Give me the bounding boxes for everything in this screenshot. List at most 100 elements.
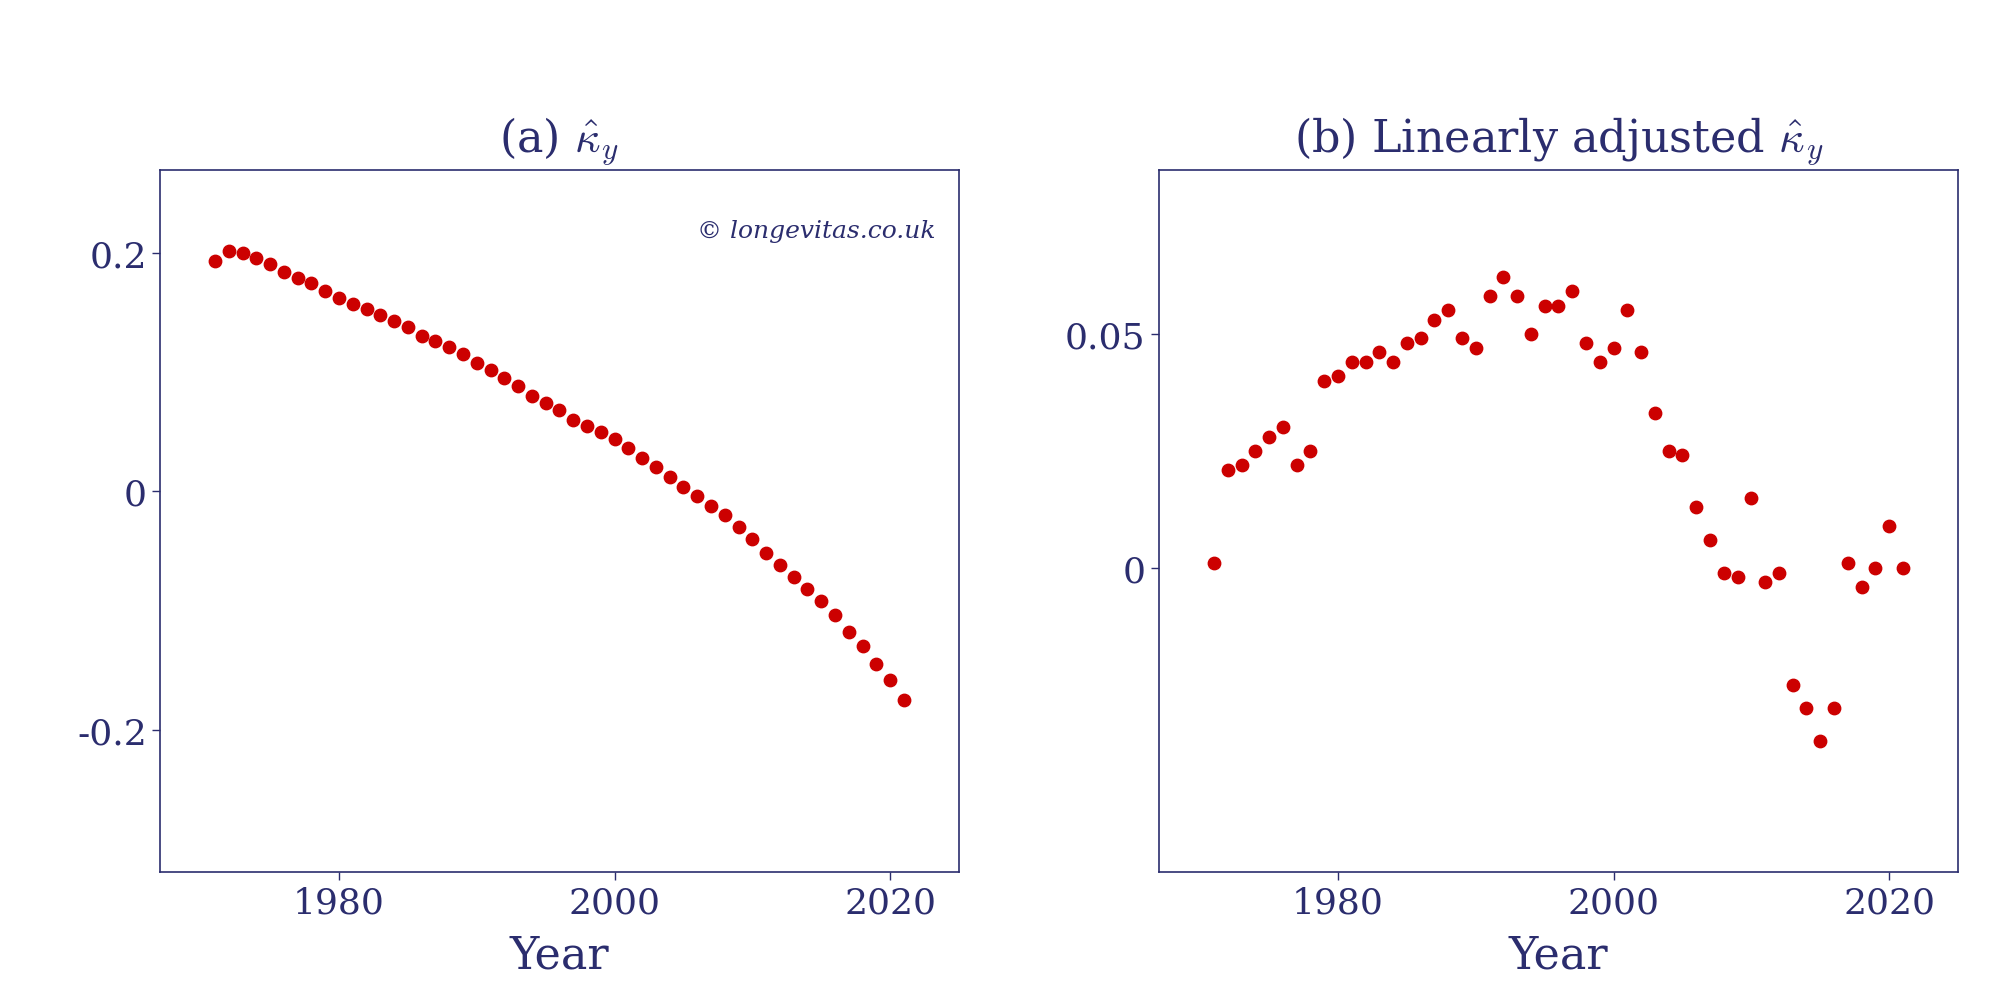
Point bbox=[639, 460, 671, 476]
Point bbox=[709, 508, 741, 524]
Point bbox=[599, 431, 631, 447]
Point bbox=[1556, 284, 1588, 300]
Point bbox=[1886, 561, 1918, 577]
Point bbox=[1514, 326, 1546, 342]
Point bbox=[1337, 354, 1369, 370]
Point bbox=[1638, 406, 1670, 422]
Point bbox=[571, 418, 603, 434]
Point bbox=[1528, 298, 1560, 314]
Point bbox=[1818, 701, 1850, 717]
X-axis label: Year: Year bbox=[509, 934, 609, 977]
Text: © longevitas.co.uk: © longevitas.co.uk bbox=[697, 220, 935, 243]
Point bbox=[1776, 677, 1808, 693]
Point bbox=[1570, 336, 1602, 352]
Point bbox=[1239, 443, 1271, 459]
Point bbox=[667, 479, 699, 495]
Point bbox=[1846, 579, 1878, 595]
Point bbox=[1694, 533, 1726, 549]
Point bbox=[737, 532, 769, 548]
Point bbox=[434, 340, 466, 356]
Point bbox=[488, 371, 519, 387]
Point bbox=[625, 450, 657, 466]
Point bbox=[448, 347, 480, 363]
X-axis label: Year: Year bbox=[1508, 934, 1608, 977]
Point bbox=[1405, 331, 1437, 347]
Point bbox=[1475, 289, 1506, 305]
Point bbox=[653, 469, 685, 485]
Point bbox=[763, 558, 795, 574]
Point bbox=[1461, 340, 1493, 356]
Point bbox=[1584, 354, 1616, 370]
Point bbox=[695, 498, 727, 515]
Point bbox=[1199, 556, 1231, 572]
Point bbox=[1309, 373, 1341, 389]
Point bbox=[1542, 298, 1574, 314]
Point bbox=[1624, 345, 1656, 361]
Point bbox=[1295, 443, 1327, 459]
Point bbox=[543, 403, 575, 419]
Point bbox=[1377, 354, 1409, 370]
Point bbox=[1860, 561, 1892, 577]
Point bbox=[1736, 490, 1768, 507]
Point bbox=[1447, 331, 1479, 347]
Point bbox=[240, 251, 272, 267]
Point bbox=[282, 271, 314, 287]
Point bbox=[1419, 312, 1451, 328]
Point bbox=[611, 441, 643, 457]
Point bbox=[833, 624, 865, 640]
Point bbox=[777, 570, 809, 586]
Title: (b) Linearly adjusted $\hat{\kappa}_y$: (b) Linearly adjusted $\hat{\kappa}_y$ bbox=[1293, 115, 1824, 166]
Point bbox=[557, 412, 589, 428]
Point bbox=[212, 244, 244, 260]
Point bbox=[791, 582, 823, 598]
Point bbox=[1610, 303, 1642, 319]
Point bbox=[476, 362, 507, 378]
Point bbox=[1433, 303, 1465, 319]
Point bbox=[364, 308, 396, 324]
Point bbox=[749, 546, 781, 562]
Point bbox=[200, 254, 232, 270]
Point bbox=[1804, 733, 1836, 749]
Point bbox=[1349, 354, 1381, 370]
Point bbox=[226, 246, 258, 262]
Point bbox=[338, 297, 370, 313]
Point bbox=[310, 284, 342, 300]
Point bbox=[1874, 519, 1906, 535]
Point bbox=[462, 355, 494, 371]
Point bbox=[1225, 457, 1257, 473]
Point bbox=[819, 608, 851, 624]
Point bbox=[268, 265, 300, 281]
Point bbox=[1500, 289, 1532, 305]
Point bbox=[1680, 499, 1712, 516]
Point bbox=[378, 314, 410, 330]
Point bbox=[585, 424, 617, 440]
Point bbox=[1832, 556, 1864, 572]
Point bbox=[324, 291, 356, 307]
Point bbox=[1267, 420, 1299, 436]
Point bbox=[1487, 270, 1518, 286]
Point bbox=[1748, 575, 1780, 591]
Point bbox=[529, 396, 561, 412]
Point bbox=[254, 257, 286, 273]
Point bbox=[1722, 570, 1754, 586]
Point bbox=[1391, 336, 1423, 352]
Point bbox=[1253, 429, 1285, 445]
Point bbox=[1790, 701, 1822, 717]
Point bbox=[1598, 340, 1630, 356]
Point bbox=[723, 520, 755, 536]
Point bbox=[875, 672, 907, 688]
Point bbox=[1323, 368, 1355, 384]
Point bbox=[861, 656, 893, 672]
Point bbox=[1666, 448, 1698, 464]
Point bbox=[1211, 462, 1243, 478]
Point bbox=[1363, 345, 1395, 361]
Point bbox=[1652, 443, 1684, 459]
Point bbox=[296, 276, 328, 292]
Point bbox=[392, 320, 424, 336]
Title: (a) $\hat{\kappa}_y$: (a) $\hat{\kappa}_y$ bbox=[500, 115, 619, 166]
Point bbox=[805, 593, 837, 609]
Point bbox=[515, 388, 547, 404]
Point bbox=[420, 334, 452, 350]
Point bbox=[1762, 565, 1794, 581]
Point bbox=[350, 302, 382, 318]
